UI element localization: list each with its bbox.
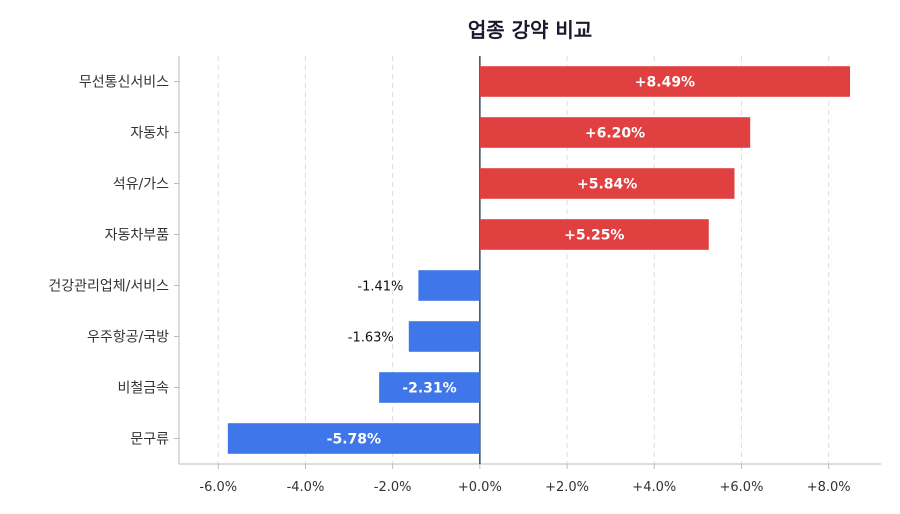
category-label: 자동차부품 xyxy=(105,228,170,244)
bar xyxy=(227,423,480,454)
x-tick-label: +0.0% xyxy=(458,480,502,495)
data-label: +6.20% xyxy=(585,126,645,142)
category-label: 비철금속 xyxy=(117,381,169,397)
data-label: -1.41% xyxy=(357,280,403,295)
data-label: -5.78% xyxy=(327,432,381,448)
category-label: 무선통신서비스 xyxy=(79,75,169,91)
chart-title: 업종 강약 비교 xyxy=(468,18,592,42)
x-tick-label: +6.0% xyxy=(720,480,764,495)
bars xyxy=(227,66,851,454)
category-label: 자동차 xyxy=(130,126,169,142)
x-tick-label: -2.0% xyxy=(374,480,412,495)
bar xyxy=(479,219,709,250)
bar xyxy=(408,321,480,352)
bar xyxy=(379,372,480,403)
category-label: 석유/가스 xyxy=(113,177,169,193)
data-label: +5.84% xyxy=(577,177,637,193)
x-tick-label: +8.0% xyxy=(807,480,851,495)
x-tick-label: -4.0% xyxy=(287,480,325,495)
category-label: 건강관리업체/서비스 xyxy=(48,279,169,295)
labels: 무선통신서비스 +8.49% 자동차 +6.20% 석유/가스 +5.84% 자동차부품 +5… xyxy=(48,75,695,448)
bar xyxy=(418,270,480,301)
category-label: 문구류 xyxy=(130,432,169,448)
x-tick-label: +4.0% xyxy=(632,480,676,495)
data-label: +5.25% xyxy=(564,228,624,244)
axes: -6.0% -4.0% -2.0% +0.0% +2.0% +4.0% +6.0% +8.0% xyxy=(174,56,881,495)
bar xyxy=(479,117,751,148)
bar xyxy=(479,66,851,97)
x-tick-label: +2.0% xyxy=(545,480,589,495)
data-label: -2.31% xyxy=(402,381,456,397)
x-tick-label: -6.0% xyxy=(199,480,237,495)
data-label: -1.63% xyxy=(348,331,394,346)
bar xyxy=(479,168,735,199)
data-label: +8.49% xyxy=(635,75,695,91)
category-label: 우주항공/국방 xyxy=(87,330,169,346)
